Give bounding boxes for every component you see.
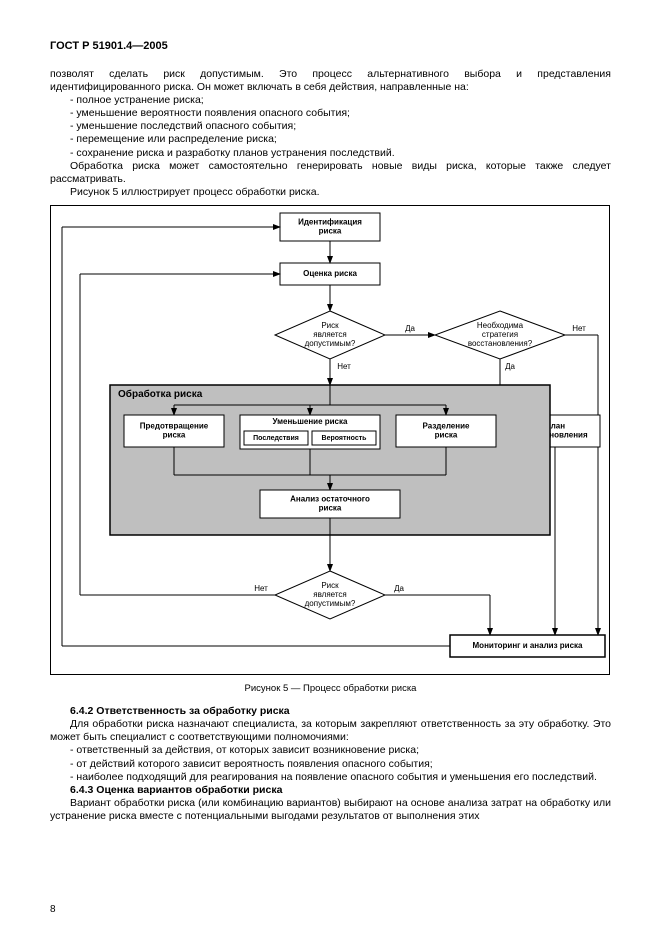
svg-text:Оценка риска: Оценка риска	[303, 269, 357, 278]
svg-text:риска: риска	[319, 227, 342, 236]
svg-text:Необходима: Необходима	[477, 321, 524, 330]
intro-p2: Обработка риска может самостоятельно ген…	[50, 160, 611, 186]
svg-text:Уменьшение риска: Уменьшение риска	[273, 417, 348, 426]
figure-caption: Рисунок 5 — Процесс обработки риска	[50, 683, 611, 695]
svg-text:Нет: Нет	[254, 584, 268, 593]
flowchart-svg: ИдентификациярискаОценка рискаРискявляет…	[50, 205, 610, 675]
sec642-p1: Для обработки риска назначают специалист…	[50, 718, 611, 744]
svg-text:Нет: Нет	[572, 324, 586, 333]
svg-text:риска: риска	[319, 504, 342, 513]
sec642-b2: - наиболее подходящий для реагирования н…	[50, 771, 611, 784]
svg-text:является: является	[313, 330, 347, 339]
svg-text:Да: Да	[394, 584, 404, 593]
doc-header: ГОСТ Р 51901.4—2005	[50, 40, 611, 54]
svg-text:Предотвращение: Предотвращение	[140, 422, 209, 431]
sec643-p1: Вариант обработки риска (или комбинацию …	[50, 797, 611, 823]
sec643-head: 6.4.3 Оценка вариантов обработки риска	[50, 784, 611, 797]
intro-p1: позволят сделать риск допустимым. Это пр…	[50, 68, 611, 94]
page-number: 8	[50, 904, 56, 917]
svg-text:Да: Да	[505, 362, 515, 371]
svg-text:Обработка риска: Обработка риска	[118, 388, 203, 400]
sec642-head: 6.4.2 Ответственность за обработку риска	[50, 705, 611, 718]
bullet-2: - уменьшение последствий опасного событи…	[50, 120, 611, 133]
intro-p3: Рисунок 5 иллюстрирует процесс обработки…	[50, 186, 611, 199]
bullet-1: - уменьшение вероятности появления опасн…	[50, 107, 611, 120]
svg-text:риска: риска	[435, 431, 458, 440]
svg-text:Да: Да	[405, 324, 415, 333]
page: ГОСТ Р 51901.4—2005 позволят сделать рис…	[0, 0, 661, 936]
svg-text:Нет: Нет	[337, 362, 351, 371]
svg-text:Анализ остаточного: Анализ остаточного	[290, 495, 370, 504]
svg-text:Вероятность: Вероятность	[322, 435, 368, 442]
sec642-b1: - от действий которого зависит вероятнос…	[50, 758, 611, 771]
svg-text:Риск: Риск	[321, 321, 339, 330]
svg-text:является: является	[313, 590, 347, 599]
flowchart: ИдентификациярискаОценка рискаРискявляет…	[50, 205, 611, 679]
bullet-3: - перемещение или распределение риска;	[50, 133, 611, 146]
svg-text:риска: риска	[163, 431, 186, 440]
svg-text:Разделение: Разделение	[423, 422, 470, 431]
bullet-4: - сохранение риска и разработку планов у…	[50, 147, 611, 160]
svg-text:Идентификация: Идентификация	[298, 218, 362, 227]
bullet-0: - полное устранение риска;	[50, 94, 611, 107]
svg-text:Последствия: Последствия	[253, 435, 299, 442]
svg-text:допустимым?: допустимым?	[305, 339, 356, 348]
svg-text:Мониторинг и анализ риска: Мониторинг и анализ риска	[473, 641, 584, 650]
svg-text:Риск: Риск	[321, 581, 339, 590]
svg-text:восстановления?: восстановления?	[468, 339, 533, 348]
svg-text:допустимым?: допустимым?	[305, 599, 356, 608]
sec642-b0: - ответственный за действия, от которых …	[50, 744, 611, 757]
svg-text:стратегия: стратегия	[482, 330, 518, 339]
